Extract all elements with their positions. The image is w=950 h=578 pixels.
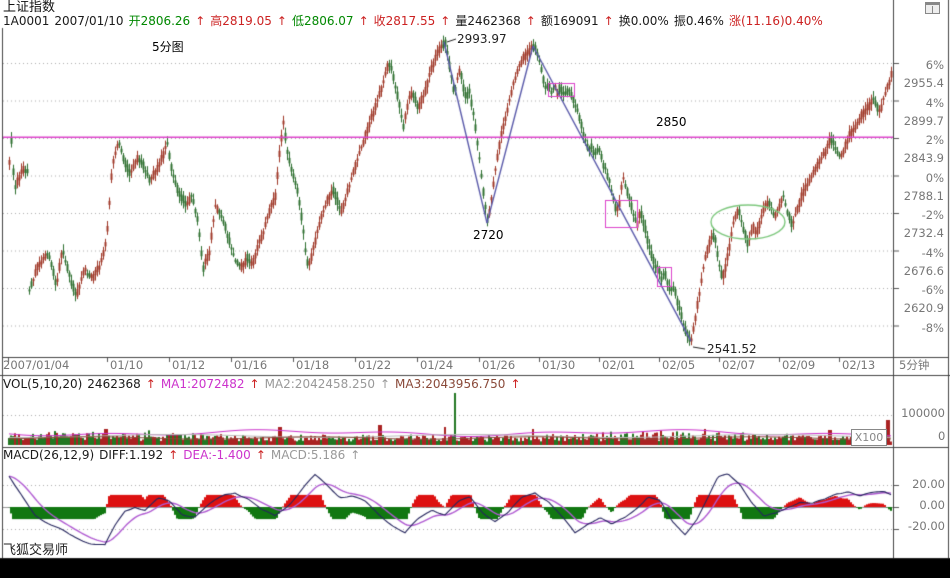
price-tick-label: 2676.6 <box>903 263 944 278</box>
quote-header: 1A0001 2007/01/10 开2806.26 ↑ 高2819.05 ↑ 低2806.… <box>3 15 828 28</box>
percent-tick-label: 0% <box>925 170 944 185</box>
low-value: 低2806.07 <box>291 14 354 28</box>
macd-indicator-name: MACD(26,12,9) <box>3 448 95 462</box>
date-tick-label: 01/26 <box>482 358 516 372</box>
volume-arrow-icon: ↑ <box>525 14 536 28</box>
vol-arrow-icon: ↑ <box>145 377 156 391</box>
percent-tick-label: -8% <box>921 320 944 335</box>
turnover-value: 换0.00% <box>618 14 669 28</box>
support-price-label: 2720 <box>473 228 504 242</box>
vol-latest: 2462368 <box>87 377 141 391</box>
macd-dea: DEA:-1.400 <box>183 448 251 462</box>
percent-tick-label: -2% <box>921 208 944 222</box>
price-tick-label: 2732.4 <box>903 226 944 240</box>
open-arrow-icon: ↑ <box>195 14 206 28</box>
percent-tick-label: 2% <box>925 133 944 147</box>
date-tick-label: 01/12 <box>172 358 206 372</box>
macd-diff: DIFF:1.192 <box>99 448 164 462</box>
index-title: 上证指数 <box>3 0 56 15</box>
percent-tick-label: -4% <box>921 245 944 260</box>
price-tick-label: 2620.9 <box>903 301 944 315</box>
trough-price-label: 2541.52 <box>707 342 757 356</box>
vol-ma3-arrow-icon: ↑ <box>510 377 521 391</box>
macd-tick-label: 20.00 <box>912 477 945 491</box>
vol-ma1-arrow-icon: ↑ <box>249 377 260 391</box>
brand-label: 飞狐交易师 <box>3 543 69 558</box>
low-arrow-icon: ↑ <box>358 14 369 28</box>
period-label[interactable]: 5分钟 <box>899 358 930 372</box>
macd-dea-arrow-icon: ↑ <box>255 448 266 462</box>
price-tick-label: 2788.1 <box>903 188 944 203</box>
macd-value: MACD:5.186 <box>270 448 346 462</box>
date-tick-label: 02/07 <box>722 358 756 372</box>
vol-ma1: MA1:2072482 <box>160 377 245 391</box>
date-tick-label: 02/05 <box>662 358 696 372</box>
date-tick-label: 01/16 <box>234 358 268 372</box>
amplitude-value: 振0.46% <box>673 14 724 28</box>
macd-tick-label: 0.00 <box>919 498 945 512</box>
date-tick-label: 01/22 <box>358 358 392 372</box>
high-value: 高2819.05 <box>210 14 272 28</box>
macd-tick-label: -20.00 <box>907 519 945 533</box>
date-tick-label: 01/18 <box>296 358 330 372</box>
macd-arrow-icon: ↑ <box>350 448 361 462</box>
date-tick-label: 2007/01/04 <box>3 358 70 372</box>
vol-axis-top-label: 100000 <box>901 406 945 420</box>
quote-date: 2007/01/10 <box>54 14 124 28</box>
close-value: 收2817.55 <box>373 14 436 28</box>
vol-scale-badge[interactable]: X100 <box>851 429 887 446</box>
close-arrow-icon: ↑ <box>440 14 451 28</box>
volume-value: 量2462368 <box>455 14 521 28</box>
date-tick-label: 01/10 <box>110 358 144 372</box>
date-tick-label: 01/30 <box>542 358 576 372</box>
change-value: 涨(11.16)0.40% <box>728 14 823 28</box>
vol-ma3: MA3:2043956.750 <box>395 377 506 391</box>
amount-arrow-icon: ↑ <box>603 14 614 28</box>
vol-indicator-name: VOL(5,10,20) <box>3 377 83 391</box>
price-tick-label: 2843.9 <box>903 151 944 165</box>
date-tick-label: 02/13 <box>842 358 876 372</box>
percent-tick-label: 6% <box>925 58 944 72</box>
vol-ma2-arrow-icon: ↑ <box>379 377 391 391</box>
vol-ma2: MA2:2042458.250 <box>264 377 375 391</box>
price-tick-label: 2899.7 <box>903 113 944 128</box>
date-tick-label: 01/24 <box>420 358 454 372</box>
percent-tick-label: -6% <box>921 283 944 297</box>
price-tick-label: 2955.4 <box>903 76 944 90</box>
pane-restore-icon-divider <box>932 6 933 13</box>
symbol-code: 1A0001 <box>3 14 50 28</box>
percent-tick-label: 4% <box>925 95 944 110</box>
amount-value: 额169091 <box>540 14 599 28</box>
resistance-price-label: 2850 <box>656 115 687 129</box>
pane-restore-icon-bar <box>926 3 939 5</box>
high-arrow-icon: ↑ <box>276 14 287 28</box>
vol-header: VOL(5,10,20) 2462368 ↑ MA1:2072482 ↑ MA2:2042… <box>3 378 526 391</box>
pane-restore-icon[interactable] <box>925 2 940 14</box>
macd-header: MACD(26,12,9) DIFF:1.192 ↑ DEA:-1.400 ↑ MACD:… <box>3 449 365 462</box>
macd-diff-arrow-icon: ↑ <box>168 448 179 462</box>
open-value: 开2806.26 <box>128 14 191 28</box>
peak-price-label: 2993.97 <box>457 32 507 46</box>
date-tick-label: 02/09 <box>782 358 816 372</box>
vol-axis-zero-label: 0 <box>938 429 946 443</box>
chart-mode-label[interactable]: 5分图 <box>152 40 184 54</box>
date-tick-label: 02/01 <box>602 358 636 372</box>
